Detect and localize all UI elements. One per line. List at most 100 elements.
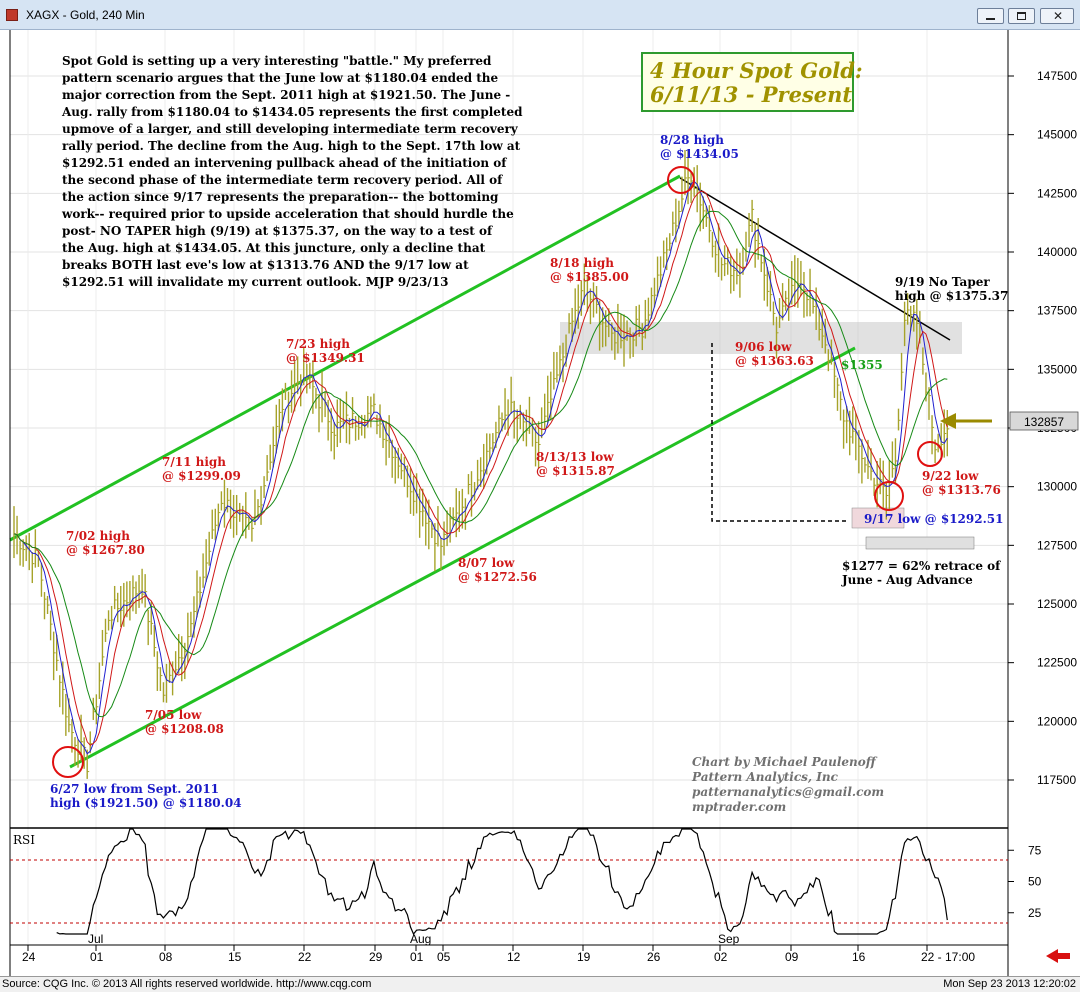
y-tick-label: 135000 bbox=[1037, 362, 1077, 376]
price-bar bbox=[43, 592, 47, 620]
commentary-line: major correction from the Sept. 2011 hig… bbox=[62, 88, 510, 102]
x-tick-label: 01 bbox=[90, 950, 104, 964]
price-bar bbox=[617, 303, 620, 354]
price-bar bbox=[223, 479, 227, 528]
price-bar bbox=[476, 459, 480, 490]
price-bar bbox=[327, 399, 331, 441]
price-bar bbox=[916, 299, 919, 350]
price-bar bbox=[571, 307, 575, 342]
price-bar bbox=[589, 288, 593, 325]
maximize-button[interactable] bbox=[1008, 8, 1035, 24]
price-bar bbox=[455, 488, 459, 538]
price-bar bbox=[422, 488, 425, 527]
price-bar bbox=[336, 399, 340, 448]
lower-channel-line bbox=[69, 346, 856, 769]
price-bar bbox=[290, 370, 294, 413]
x-tick-label: 09 bbox=[785, 950, 799, 964]
price-bar bbox=[553, 351, 556, 390]
price-bar bbox=[873, 477, 877, 496]
close-button[interactable]: ✕ bbox=[1040, 8, 1074, 24]
upper-channel-line bbox=[9, 174, 681, 542]
annotation-711: 7/11 high bbox=[162, 455, 226, 469]
retrace-zone bbox=[865, 536, 975, 550]
price-bar bbox=[601, 307, 605, 348]
price-bar bbox=[95, 694, 99, 725]
low-917-circle bbox=[874, 481, 904, 511]
annotation-807: @ $1272.56 bbox=[458, 570, 537, 584]
rsi-label: RSI bbox=[13, 833, 35, 847]
price-bar bbox=[52, 631, 56, 681]
price-bar bbox=[287, 391, 291, 424]
annotation-906: @ $1363.63 bbox=[735, 354, 814, 368]
price-bar bbox=[568, 313, 572, 334]
annotation-919: 9/19 No Taper bbox=[895, 275, 990, 289]
status-source: Source: CQG Inc. © 2013 All rights reser… bbox=[2, 978, 372, 990]
minimize-button[interactable] bbox=[977, 8, 1004, 24]
price-bar bbox=[510, 376, 514, 414]
price-bar bbox=[778, 298, 782, 328]
price-bar bbox=[40, 562, 44, 597]
moving-average-line bbox=[13, 210, 948, 718]
window-title: XAGX - Gold, 240 Min bbox=[26, 8, 145, 22]
annotation-828: 8/28 high bbox=[660, 133, 724, 147]
x-tick-label: 12 bbox=[507, 950, 521, 964]
price-bar bbox=[147, 609, 151, 646]
price-bar bbox=[272, 426, 276, 468]
price-bar bbox=[906, 293, 910, 325]
low-922-circle bbox=[917, 441, 943, 467]
price-bar bbox=[650, 287, 654, 319]
y-tick-label: 122500 bbox=[1037, 656, 1077, 670]
price-bar bbox=[86, 749, 90, 779]
moving-average-line bbox=[13, 180, 948, 755]
price-bar bbox=[101, 629, 105, 666]
price-bar bbox=[205, 539, 209, 583]
price-bar bbox=[217, 503, 221, 531]
price-bar bbox=[922, 347, 925, 375]
price-bar bbox=[754, 223, 758, 268]
gold-chart-svg[interactable]: 4 Hour Spot Gold: 6/11/13 - Present Spot… bbox=[0, 30, 1080, 976]
price-bar bbox=[684, 150, 687, 196]
price-bar bbox=[562, 342, 565, 383]
credit-line: Pattern Analytics, Inc bbox=[691, 770, 839, 784]
annotation-627: 6/27 low from Sept. 2011 bbox=[50, 782, 219, 796]
price-bar bbox=[409, 468, 413, 514]
price-bar bbox=[187, 612, 190, 664]
price-bar bbox=[827, 349, 831, 372]
price-bar bbox=[110, 605, 114, 630]
price-bar bbox=[836, 377, 840, 411]
rsi-tick-label: 25 bbox=[1028, 906, 1042, 920]
annotation-702: @ $1267.80 bbox=[66, 543, 145, 557]
price-bar bbox=[49, 610, 53, 641]
price-bar bbox=[623, 314, 626, 367]
price-bar bbox=[830, 339, 834, 365]
price-bar bbox=[132, 575, 135, 612]
price-bar bbox=[757, 217, 761, 260]
price-bar bbox=[504, 388, 508, 430]
price-bar bbox=[736, 248, 739, 285]
price-bar bbox=[766, 266, 770, 307]
price-bar bbox=[876, 460, 880, 508]
y-tick-label: 140000 bbox=[1037, 245, 1077, 259]
annotation-917: 9/17 low @ $1292.51 bbox=[864, 512, 1003, 526]
price-bar bbox=[711, 231, 715, 258]
price-bar bbox=[400, 453, 404, 480]
price-bar bbox=[357, 415, 361, 440]
commentary-line: rally period. The decline from the Aug. … bbox=[62, 139, 521, 153]
scroll-arrow-icon[interactable] bbox=[1046, 949, 1070, 963]
price-bar bbox=[382, 421, 386, 449]
price-bar bbox=[211, 509, 215, 539]
last-price-box bbox=[1009, 411, 1079, 431]
price-bar bbox=[656, 256, 660, 297]
price-bar bbox=[483, 443, 486, 489]
price-bar bbox=[784, 290, 788, 311]
commentary-line: Spot Gold is setting up a very interesti… bbox=[62, 54, 492, 68]
price-bar bbox=[449, 507, 453, 543]
price-bar bbox=[315, 387, 318, 409]
price-bar bbox=[25, 535, 29, 562]
annotation-813: @ $1315.87 bbox=[536, 464, 615, 478]
price-bar bbox=[116, 592, 120, 623]
price-bar bbox=[376, 414, 379, 435]
price-bar bbox=[293, 360, 297, 412]
price-bar bbox=[196, 570, 199, 618]
